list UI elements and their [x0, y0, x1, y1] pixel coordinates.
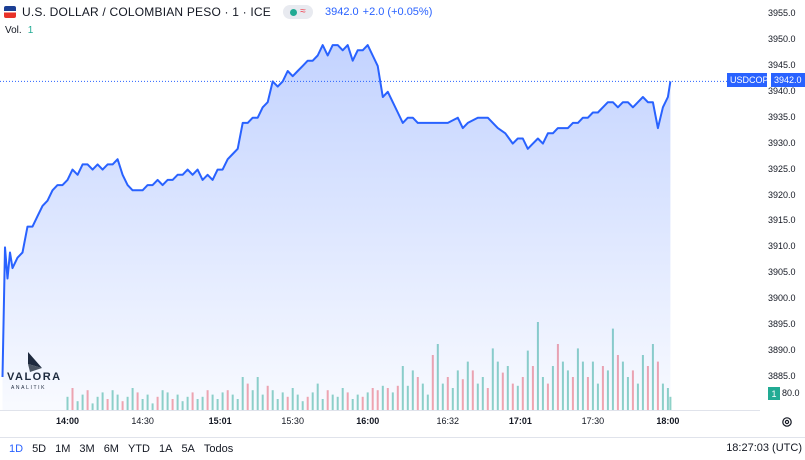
timeframe-button[interactable]: 1A [158, 443, 173, 455]
us-flag-icon [4, 6, 16, 18]
time-tick-label: 14:00 [56, 416, 80, 426]
timeframe-button[interactable]: 5A [181, 443, 195, 455]
timeframe-button[interactable]: Todos [203, 443, 234, 455]
price-tick-label: 3930.0 [768, 137, 796, 148]
price-tick-label: 3910.0 [768, 241, 796, 252]
time-tick-label: 15:30 [281, 416, 304, 426]
approx-icon: ≈ [300, 6, 306, 17]
time-tick-label: 17:01 [508, 416, 532, 426]
last-price-tag: 3942.0 [771, 73, 805, 87]
price-tick-label: 3945.0 [768, 59, 796, 70]
timeframe-button[interactable]: 3M [79, 443, 95, 455]
timeframe-buttons: 1D 5D 1M 3M 6M YTD 1A 5A Todos [0, 443, 233, 455]
volume-badge: 1 [768, 387, 780, 400]
time-tick-label: 14:30 [131, 416, 154, 426]
last-price: 3942.0 [325, 6, 359, 18]
svg-text:ANALITIK: ANALITIK [11, 385, 46, 391]
time-tick-label: 15:01 [208, 416, 232, 426]
svg-text:VALORA: VALORA [7, 371, 62, 383]
gear-icon[interactable] [781, 416, 793, 428]
price-change: +2.0 (+0.05%) [362, 6, 433, 18]
price-line [1, 44, 672, 378]
price-tick-label: 3925.0 [768, 163, 796, 174]
price-tick-label: 3935.0 [768, 111, 796, 122]
market-status-badge[interactable]: ≈ [283, 5, 313, 19]
volume-axis-value: 80.0 [782, 388, 800, 398]
time-tick-label: 18:00 [656, 416, 680, 426]
price-tick-label: 3920.0 [768, 189, 796, 200]
price-tick-label: 3905.0 [768, 267, 796, 278]
price-tick-label: 3900.0 [768, 293, 796, 304]
timeframe-button[interactable]: 5D [32, 443, 47, 455]
symbol-title[interactable]: U.S. DOLLAR / COLOMBIAN PESO · 1 · ICE [22, 5, 271, 19]
time-tick-label: 17:30 [581, 416, 605, 426]
time-tick-label: 16:00 [356, 416, 380, 426]
chart-header: U.S. DOLLAR / COLOMBIAN PESO · 1 · ICE ≈… [0, 0, 760, 24]
valora-analitik-logo: VALORA ANALITIK [7, 352, 62, 391]
timeframe-button[interactable]: 6M [103, 443, 119, 455]
clock-timezone[interactable]: 18:27:03 (UTC) [726, 442, 802, 454]
price-chart[interactable] [0, 0, 805, 437]
price-tick-label: 3950.0 [768, 33, 796, 44]
market-open-dot-icon [290, 8, 298, 16]
timeframe-button[interactable]: 1D [9, 443, 24, 455]
volume-legend-label: Vol. [5, 25, 22, 36]
volume-legend[interactable]: Vol. 1 [5, 25, 33, 36]
timeframe-button[interactable]: 1M [55, 443, 71, 455]
price-tick-label: 3885.0 [768, 371, 796, 381]
price-area-fill [2, 45, 671, 410]
symbol-tag-label: USDCOP [730, 75, 769, 85]
price-tick-label: 3940.0 [768, 85, 796, 96]
price-tick-label: 3890.0 [768, 345, 796, 356]
volume-legend-value: 1 [27, 25, 34, 36]
timeframe-button[interactable]: YTD [127, 443, 150, 455]
time-tick-label: 16:32 [436, 416, 460, 426]
symbol-price-tag: USDCOP [727, 73, 769, 87]
price-tick-label: 3955.0 [768, 8, 796, 18]
price-tick-label: 3895.0 [768, 319, 796, 330]
timeframe-bar: 1D 5D 1M 3M 6M YTD 1A 5A Todos 18:27:03 (UTC) [0, 437, 805, 460]
price-tick-label: 3915.0 [768, 215, 796, 226]
last-price-tag-value: 3942.0 [774, 75, 802, 85]
